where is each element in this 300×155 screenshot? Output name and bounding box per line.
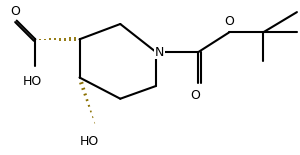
Text: HO: HO — [22, 75, 42, 88]
Text: O: O — [190, 89, 200, 102]
Text: HO: HO — [80, 135, 99, 148]
Text: N: N — [155, 46, 164, 59]
Text: O: O — [224, 15, 234, 28]
Text: O: O — [10, 5, 20, 18]
